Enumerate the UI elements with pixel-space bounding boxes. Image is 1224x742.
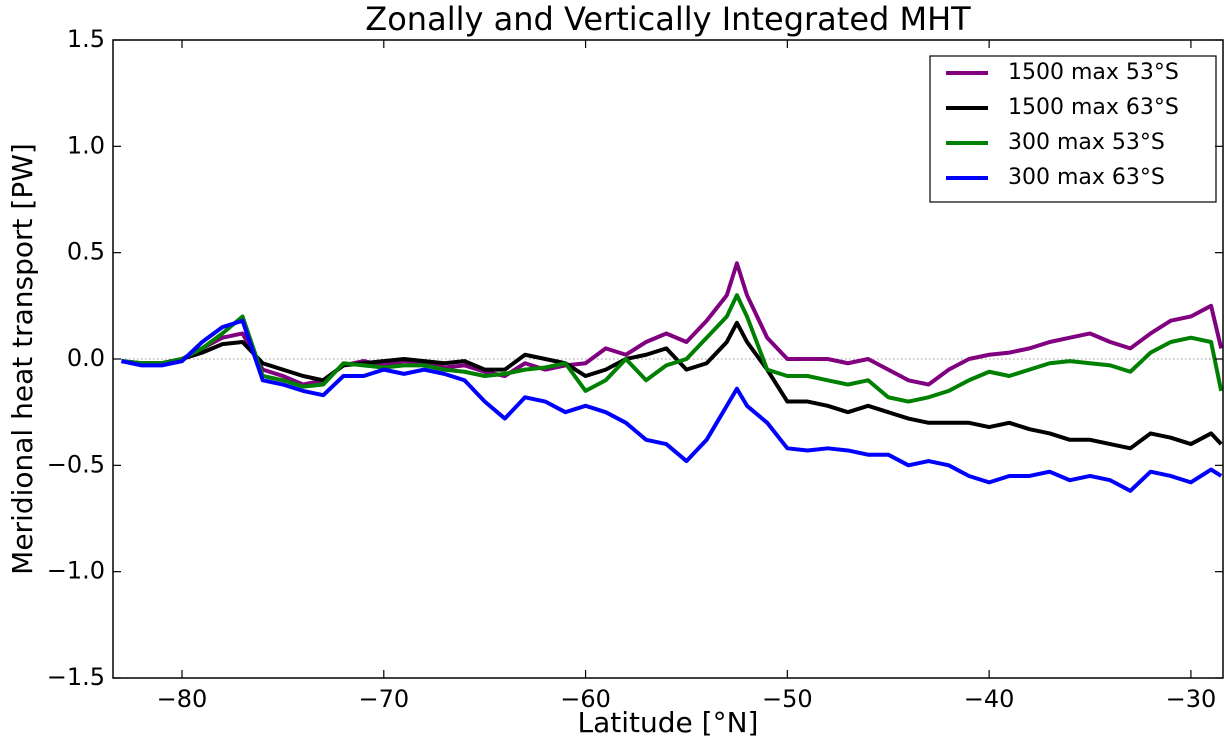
y-tick-label: −1.0 [47,557,105,585]
plot-lines [113,261,1223,493]
legend-label: 1500 max 53°S [1008,60,1179,85]
y-tick-label: −0.5 [47,450,105,478]
y-tick-label: 1.5 [67,25,105,53]
chart-title: Zonally and Vertically Integrated MHT [365,0,971,38]
x-tick-label: −30 [1166,685,1217,713]
y-tick-label: 1.0 [67,131,105,159]
y-tick-label: −1.5 [47,663,105,691]
x-tick-label: −50 [762,685,813,713]
series-line [121,261,1223,387]
legend: 1500 max 53°S 1500 max 63°S 300 max 53°S 30… [929,55,1217,203]
x-tick-label: −80 [157,685,208,713]
legend-label: 300 max 53°S [1008,130,1165,155]
series-line [121,318,1223,493]
series-line [121,293,1223,404]
y-tick-label: 0.5 [67,238,105,266]
x-tick-label: −40 [964,685,1015,713]
legend-label: 1500 max 63°S [1008,95,1179,120]
x-tick-label: −60 [560,685,611,713]
legend-label: 300 max 63°S [1008,165,1165,190]
series-line [121,320,1223,451]
x-tick-label: −70 [358,685,409,713]
x-axis-label: Latitude [°N] [578,706,759,739]
y-axis-label: Meridional heat transport [PW] [6,143,39,575]
y-tick-label: 0.0 [67,344,105,372]
